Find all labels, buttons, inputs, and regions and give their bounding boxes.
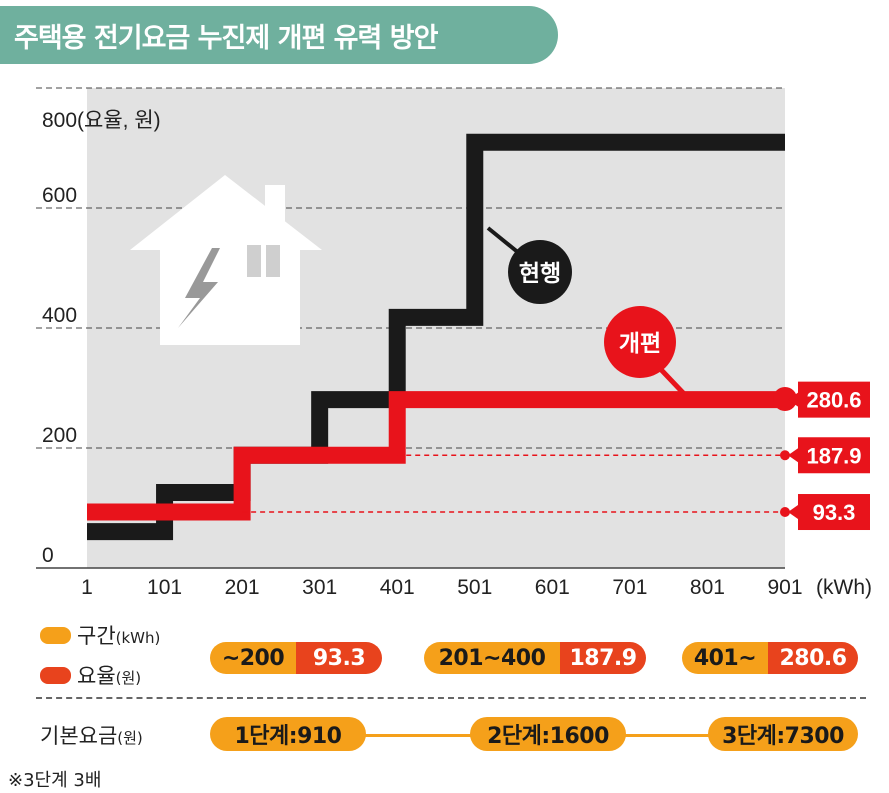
end-marker: [773, 387, 797, 411]
reference-dot: [780, 507, 790, 518]
x-tick-label: 301: [302, 576, 337, 599]
base-fee-text: 기본요금: [40, 724, 118, 748]
value-label-pointer: [788, 505, 798, 520]
tier-rate: 187.9: [560, 642, 646, 674]
y-tick-label: 600: [42, 184, 77, 207]
value-label-pointer: [788, 392, 798, 407]
value-label-box: [798, 494, 870, 531]
tier-pill-2: 201~400 187.9: [424, 642, 646, 674]
tier-rate: 93.3: [296, 642, 382, 674]
chart: 0 200 400 600 800(요율, 원) 1 101 201 301 401 501 60…: [36, 87, 872, 599]
x-tick-label: 701: [612, 576, 647, 599]
y-tick-label: 0: [42, 544, 54, 567]
value-label-box: [798, 381, 870, 418]
reference-dot: [780, 450, 790, 461]
callout-revised-label: 개편: [619, 331, 661, 357]
title-bar: 주택용 전기요금 누진제 개편 유력 방안: [0, 6, 558, 64]
x-unit: (kWh): [816, 576, 872, 599]
tier-pill-1: ~200 93.3: [210, 642, 382, 674]
tier-rate: 280.6: [768, 642, 858, 674]
legend-rate-unit: (원): [115, 669, 142, 687]
section-swatch: [40, 626, 71, 644]
callout-current-bubble: [508, 240, 572, 304]
base-fee-label: 기본요금(원): [40, 720, 143, 750]
x-tick-label: 501: [457, 576, 492, 599]
footnote: ※3단계 3배: [8, 770, 102, 791]
legend-section-label: 구간: [77, 624, 116, 648]
tier-range: ~200: [210, 642, 296, 674]
tier-range: 201~400: [424, 642, 560, 674]
x-tick-label: 201: [225, 576, 260, 599]
x-tick-label: 101: [147, 576, 182, 599]
legend-rate: 요율(원): [40, 660, 141, 690]
tier-range: 401~: [682, 642, 768, 674]
legend-rate-label: 요율: [77, 664, 116, 688]
x-tick-label: 801: [690, 576, 725, 599]
y-axis-label: 800(요율, 원): [42, 109, 161, 132]
value-label: 187.9: [806, 443, 861, 468]
x-tick-label: 901: [767, 576, 802, 599]
legend-section-unit: (kWh): [115, 629, 161, 647]
base-fee-level-3: 3단계:7300: [708, 717, 858, 751]
tier-pill-3: 401~ 280.6: [682, 642, 858, 674]
series-current-line: [87, 133, 785, 541]
base-fee-level-2: 2단계:1600: [470, 717, 626, 751]
divider: [36, 697, 866, 699]
callout-revised-bubble: [604, 306, 676, 378]
base-fee-level-1: 1단계:910: [210, 717, 366, 751]
callout-current-label: 현행: [519, 261, 561, 287]
x-tick-label: 401: [380, 576, 415, 599]
x-tick-label: 601: [535, 576, 570, 599]
value-label: 93.3: [813, 500, 856, 525]
value-label: 280.6: [806, 388, 861, 413]
y-tick-label: 200: [42, 424, 77, 447]
x-tick-label: 1: [81, 576, 93, 599]
rate-swatch: [40, 666, 71, 684]
value-label-pointer: [788, 448, 798, 463]
y-tick-label: 400: [42, 304, 77, 327]
house-icon: [130, 175, 322, 345]
legend-section: 구간(kWh): [40, 620, 160, 650]
base-fee-unit: (원): [117, 729, 143, 747]
series-revised-line: [87, 391, 785, 521]
chart-title: 주택용 전기요금 누진제 개편 유력 방안: [14, 23, 438, 54]
value-label-box: [798, 437, 870, 474]
